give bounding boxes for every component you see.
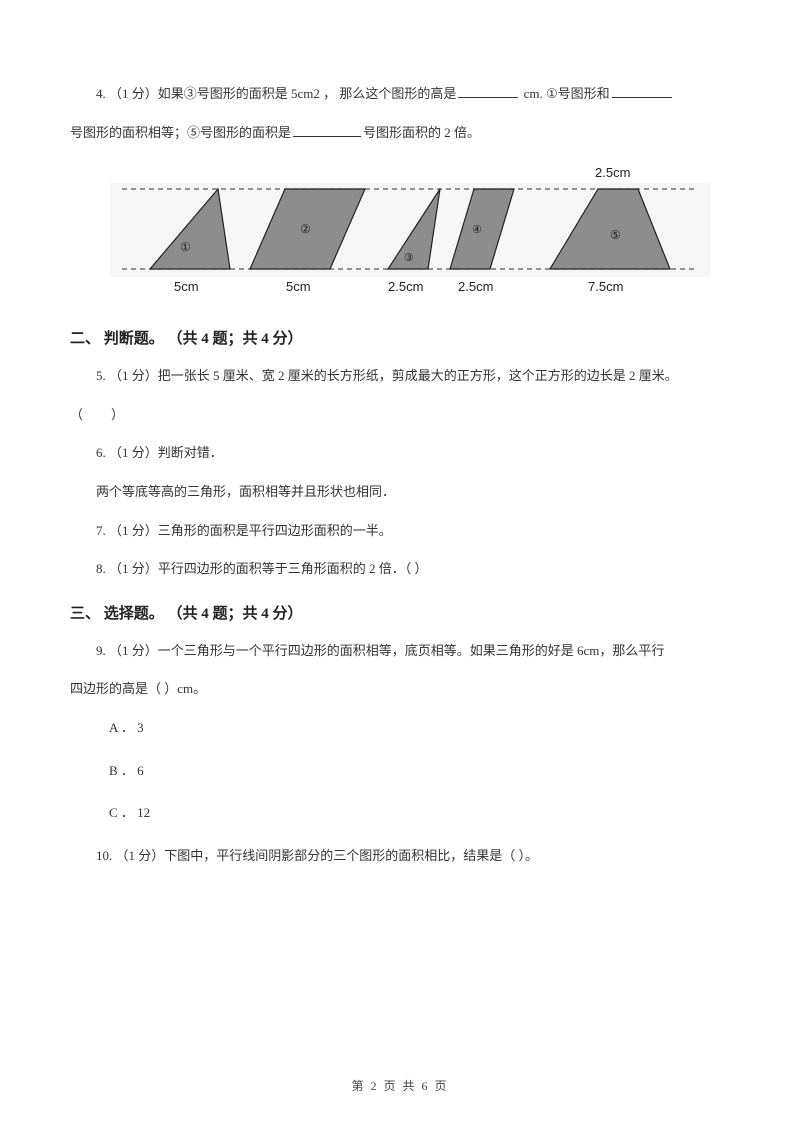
opt-b: B ． 6 <box>109 757 730 786</box>
q4-blank2 <box>612 85 672 98</box>
q7-text: 7. （1 分）三角形的面积是平行四边形面积的一半。 <box>70 517 730 546</box>
fig-bl-1: 5cm <box>286 279 311 294</box>
fig-bl-3: 2.5cm <box>458 279 493 294</box>
q9b-text: 四边形的高是（ ）cm。 <box>70 675 730 704</box>
fig-bl-0: 5cm <box>174 279 199 294</box>
q5-bracket: （） <box>70 401 730 430</box>
opt-c: C ． 12 <box>109 799 730 828</box>
q5-text: 5. （1 分）把一张长 5 厘米、宽 2 厘米的长方形纸，剪成最大的正方形，这… <box>70 362 730 391</box>
q4-line1: 4. （1 分）如果③号图形的面积是 5cm2 ， 那么这个图形的高是 cm. … <box>70 80 730 109</box>
svg-text:③: ③ <box>404 252 414 264</box>
q4-l2pre: 号图形的面积相等；⑤号图形的面积是 <box>70 125 291 140</box>
q4-prefix: 4. （1 分）如果③号图形的面积是 5cm2 ， 那么这个图形的高是 <box>96 86 456 101</box>
section3-header: 三、 选择题。 （共 4 题；共 4 分） <box>70 602 730 623</box>
q6-text: 6. （1 分）判断对错． <box>70 439 730 468</box>
q4-blank1 <box>458 85 518 98</box>
section2-header: 二、 判断题。 （共 4 题；共 4 分） <box>70 327 730 348</box>
q9-text: 9. （1 分）一个三角形与一个平行四边形的面积相等，底页相等。如果三角形的好是… <box>70 637 730 666</box>
page-footer: 第 2 页 共 6 页 <box>0 1077 800 1094</box>
fig-bl-2: 2.5cm <box>388 279 423 294</box>
opt-a: A ． 3 <box>109 714 730 743</box>
q8-text: 8. （1 分）平行四边形的面积等于三角形面积的 2 倍．（ ） <box>70 555 730 584</box>
q6b-text: 两个等底等高的三角形，面积相等并且形状也相同． <box>70 478 730 507</box>
q4-blank3 <box>293 124 361 137</box>
svg-text:④: ④ <box>472 224 482 236</box>
q10-text: 10. （1 分）下图中，平行线间阴影部分的三个图形的面积相比，结果是（ ）。 <box>70 842 730 871</box>
svg-text:②: ② <box>300 222 311 236</box>
figure-shapes: ① ② ③ ④ ⑤ 2.5cm 5cm 5cm 2.5cm 2.5cm 7.5c… <box>110 161 710 309</box>
q4-mid1: cm. ①号图形和 <box>520 86 609 101</box>
svg-text:⑤: ⑤ <box>610 228 621 242</box>
q4-line2: 号图形的面积相等；⑤号图形的面积是 号图形面积的 2 倍。 <box>70 119 730 148</box>
fig-top-label: 2.5cm <box>595 165 630 180</box>
svg-text:①: ① <box>180 240 191 254</box>
q4-para: 4. （1 分）如果③号图形的面积是 5cm2 ， 那么这个图形的高是 cm. … <box>70 80 730 147</box>
q4-l2post: 号图形面积的 2 倍。 <box>363 125 480 140</box>
fig-bl-4: 7.5cm <box>588 279 623 294</box>
